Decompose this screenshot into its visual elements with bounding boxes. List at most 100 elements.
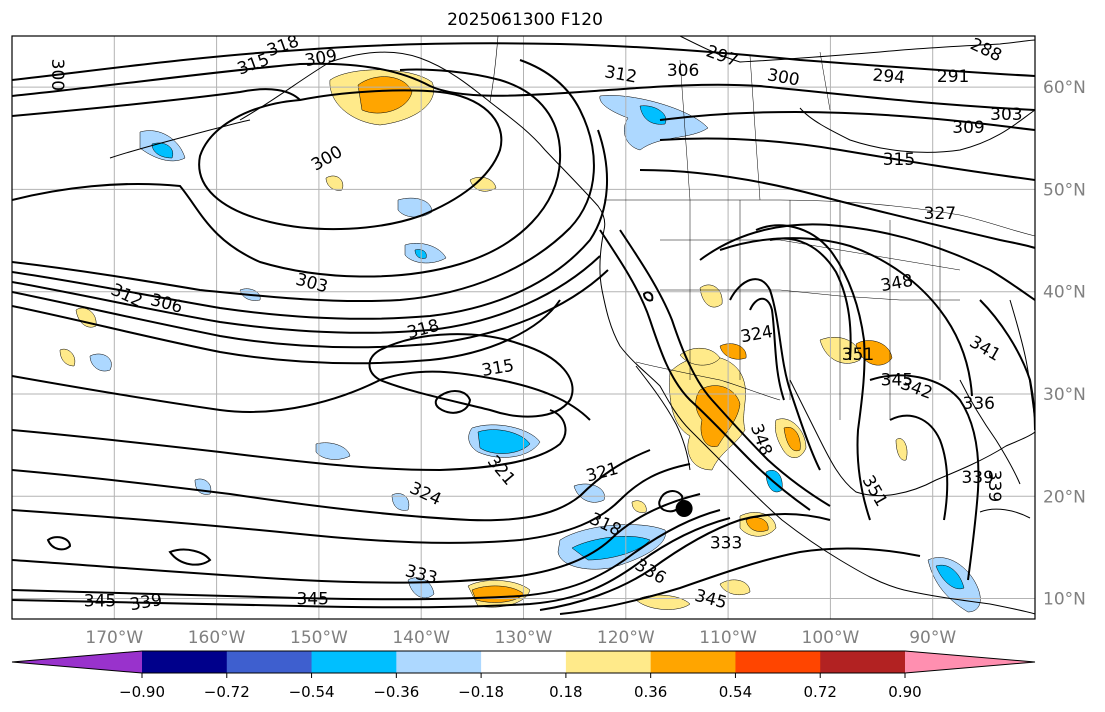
- latitude-tick-label: 60°N: [1043, 78, 1086, 98]
- contour-label: 345: [692, 586, 729, 614]
- contour-line: [12, 59, 595, 303]
- colorbar-segment: [735, 651, 821, 673]
- latitude-tick-label: 40°N: [1043, 283, 1086, 303]
- contour-lines: [12, 42, 1035, 615]
- shade-patch: [895, 438, 908, 461]
- contour-label: 339: [984, 470, 1004, 502]
- border-states-2: [660, 289, 960, 301]
- contour-label: 333: [403, 561, 440, 589]
- contour-label: 288: [967, 34, 1005, 66]
- shade-patch: [414, 249, 427, 259]
- colorbar-over-extension: [905, 651, 1035, 673]
- contour-label: 294: [872, 66, 906, 89]
- contour-label: 300: [308, 142, 346, 176]
- shade-patch: [631, 500, 647, 513]
- border-alaska-canada: [489, 36, 499, 103]
- colorbar-tick-label: 0.36: [634, 683, 667, 701]
- longitude-tick-labels: 170°W 160°W 150°W 140°W 130°W 120°W 110°W 100°W…: [85, 628, 956, 648]
- colorbar-tick-label: −0.90: [119, 683, 165, 701]
- contour-label: 315: [480, 356, 515, 381]
- longitude-tick-label: 130°W: [495, 628, 553, 648]
- contour-label: 309: [952, 118, 984, 138]
- contour-line: [719, 237, 973, 397]
- coastline-canada-north: [679, 36, 1035, 63]
- coastline-us-west: [599, 229, 1035, 615]
- contour-line: [198, 89, 503, 231]
- contour-line: [659, 110, 1035, 131]
- border-us-canada: [604, 199, 1035, 237]
- longitude-tick-label: 150°W: [290, 628, 348, 648]
- longitude-tick-label: 170°W: [85, 628, 143, 648]
- shade-patch: [89, 353, 112, 372]
- shade-patch: [391, 493, 410, 511]
- graticule: [12, 36, 1035, 619]
- contour-label: 327: [924, 204, 956, 224]
- contour-line: [699, 223, 1035, 301]
- latitude-tick-label: 30°N: [1043, 385, 1086, 405]
- contour-label: 333: [710, 533, 742, 553]
- coastline-aleutians: [109, 119, 251, 159]
- longitude-tick-label: 90°W: [909, 628, 956, 648]
- colorbar-tick-label: 0.72: [804, 683, 837, 701]
- colorbar-segment: [481, 651, 567, 673]
- contour-line: [12, 493, 701, 584]
- contour-label: 321: [483, 452, 519, 490]
- colorbar-under-extension: [12, 651, 142, 673]
- longitude-tick-label: 110°W: [699, 628, 757, 648]
- contour-line: [12, 509, 721, 601]
- contour-line: [539, 513, 831, 611]
- colorbar-segment: [820, 651, 906, 673]
- colorbar-segment: [650, 651, 736, 673]
- shade-patch: [397, 197, 433, 218]
- shade-patch: [325, 175, 344, 191]
- contour-label: 336: [963, 394, 995, 414]
- colorbar-segment: [565, 651, 652, 673]
- contour-label: 321: [584, 459, 621, 487]
- shade-patch: [695, 385, 741, 447]
- colorbar-segment: [311, 651, 397, 673]
- latitude-tick-label: 10°N: [1043, 590, 1086, 610]
- contour-label: 300: [47, 59, 67, 91]
- contour-line: [12, 62, 1035, 111]
- contour-label: 315: [883, 150, 915, 170]
- contour-line: [12, 463, 691, 544]
- colorbar: −0.90 −0.72 −0.54 −0.36 −0.18 0.18 0.36 0.54 0.7…: [11, 650, 1036, 701]
- contour-line: [769, 237, 852, 361]
- coastline-florida: [959, 379, 1021, 485]
- shade-patch: [315, 442, 351, 460]
- contour-label: 324: [406, 478, 444, 510]
- coastline-baja: [635, 365, 691, 471]
- contour-label: 306: [667, 61, 699, 81]
- colorbar-tick-label: −0.18: [458, 683, 504, 701]
- contour-line: [12, 88, 301, 117]
- longitude-tick-label: 120°W: [597, 628, 655, 648]
- contour-line: [559, 547, 921, 615]
- contour-label: 318: [405, 316, 442, 344]
- contour-line: [599, 229, 811, 511]
- colorbar-tick-label: 0.90: [888, 683, 921, 701]
- shade-patch: [477, 429, 531, 454]
- contour-label: 309: [303, 46, 338, 71]
- contour-line: [46, 536, 72, 551]
- contour-label: 345: [881, 371, 913, 391]
- colorbar-tick-label: −0.54: [289, 683, 335, 701]
- contour-label: 342: [898, 374, 935, 404]
- colorbar-segment: [142, 651, 228, 673]
- storm-center-marker: [675, 500, 693, 518]
- contour-line: [12, 409, 567, 472]
- latitude-tick-label: 20°N: [1043, 487, 1086, 507]
- contour-label: 291: [937, 67, 969, 87]
- shade-patch: [745, 517, 769, 532]
- contour-label: 297: [703, 42, 740, 72]
- contour-line: [12, 370, 591, 421]
- contour-line: [12, 269, 609, 349]
- colorbar-tick-label: −0.36: [373, 683, 419, 701]
- contour-label: 348: [879, 271, 914, 296]
- latitude-tick-labels: 10°N 20°N 30°N 40°N 50°N 60°N: [1043, 78, 1086, 609]
- colorbar-tick-label: 0.18: [549, 683, 582, 701]
- longitude-tick-label: 160°W: [188, 628, 246, 648]
- contour-label: 306: [148, 290, 185, 318]
- contour-label: 339: [128, 590, 163, 615]
- contour-label: 341: [966, 332, 1004, 366]
